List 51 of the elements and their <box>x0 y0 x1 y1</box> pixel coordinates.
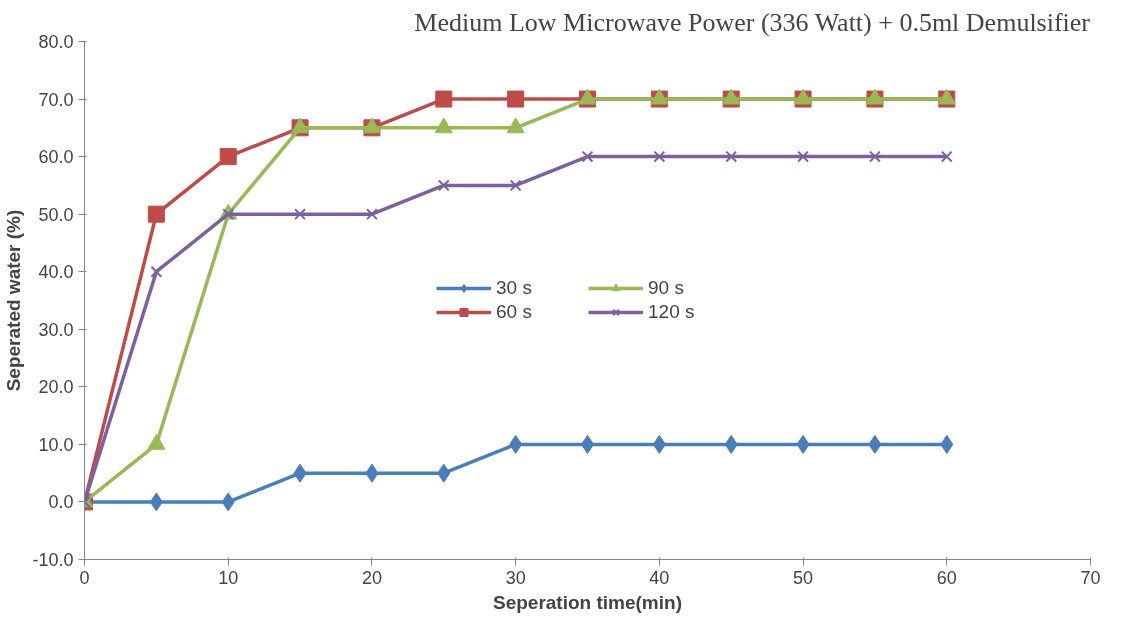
y-axis-title: Seperated water (%) <box>3 209 25 392</box>
legend-label: 30 s <box>496 277 533 299</box>
point <box>724 434 738 454</box>
point <box>147 205 165 223</box>
x-tick-label: 40 <box>649 567 670 588</box>
y-tick-label: 40.0 <box>38 262 74 283</box>
y-tick-label: 10.0 <box>38 434 74 455</box>
x-tick-label: 20 <box>361 567 382 588</box>
y-tick-label: 30.0 <box>38 319 74 340</box>
point <box>940 434 954 454</box>
point <box>365 208 378 221</box>
x-tick-label: 0 <box>79 567 90 588</box>
point <box>365 463 379 483</box>
point <box>796 434 810 454</box>
point <box>221 492 235 512</box>
x-tick-label: 70 <box>1080 567 1101 588</box>
point <box>293 463 307 483</box>
point <box>435 90 453 108</box>
legend-label: 60 s <box>496 301 533 323</box>
point <box>507 90 525 108</box>
y-tick-label: -10.0 <box>32 550 74 570</box>
point <box>940 150 953 163</box>
x-tick-label: 60 <box>936 567 957 588</box>
x-tick-label: 50 <box>793 567 814 588</box>
point <box>509 434 523 454</box>
y-tick-label: 80.0 <box>38 32 74 52</box>
point <box>437 463 451 483</box>
point <box>797 150 810 163</box>
point <box>868 434 882 454</box>
y-tick-label: 60.0 <box>38 147 74 168</box>
x-tick-label: 30 <box>505 567 526 588</box>
point <box>725 150 738 163</box>
x-axis-title: Seperation time(min) <box>493 591 682 613</box>
point <box>653 150 666 163</box>
point <box>581 150 594 163</box>
point <box>294 208 307 221</box>
point <box>437 179 450 192</box>
point <box>150 265 163 278</box>
point <box>509 179 522 192</box>
legend-label: 120 s <box>648 301 696 323</box>
point <box>219 148 237 166</box>
y-tick-label: 50.0 <box>38 204 74 225</box>
point <box>868 150 881 163</box>
y-tick-label: 0.0 <box>48 492 74 513</box>
legend-label: 90 s <box>648 277 685 299</box>
y-tick-label: 70.0 <box>38 89 74 110</box>
x-tick-label: 10 <box>218 567 239 588</box>
chart-title: Medium Low Microwave Power (336 Watt) + 0.5ml Demulsifier <box>414 7 1091 37</box>
y-tick-label: 20.0 <box>38 377 74 398</box>
point <box>149 492 163 512</box>
point <box>652 434 666 454</box>
